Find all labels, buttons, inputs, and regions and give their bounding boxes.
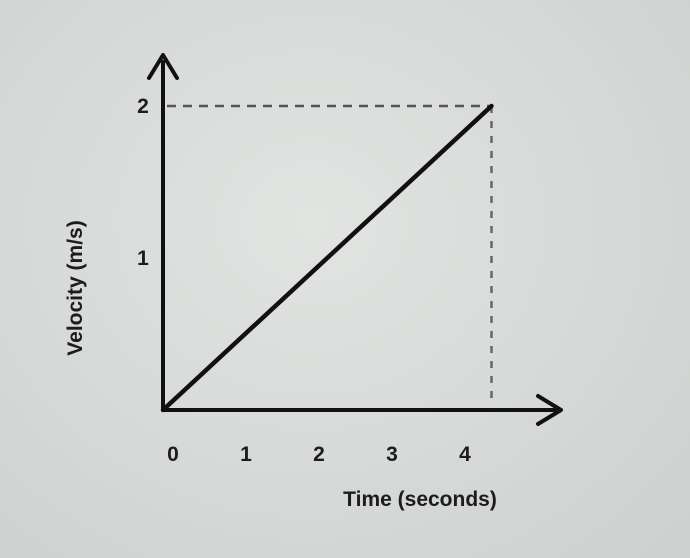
y-axis-arrowhead	[147, 53, 179, 80]
x-tick-labels: 0 1 2 3 4	[167, 443, 471, 466]
x-axis-label: Time (seconds)	[343, 488, 497, 511]
x-tick-label: 4	[459, 443, 471, 466]
x-tick-label: 0	[167, 443, 179, 466]
y-axis-label: Velocity (m/s)	[64, 220, 87, 355]
x-axis-arrowhead	[536, 394, 563, 426]
y-tick-label: 1	[137, 247, 149, 270]
y-tick-label: 2	[137, 95, 149, 118]
y-tick-labels: 12	[137, 95, 149, 270]
x-tick-label: 2	[313, 443, 325, 466]
velocity-line	[160, 103, 494, 413]
x-tick-label: 1	[240, 443, 252, 466]
x-tick-label: 3	[386, 443, 398, 466]
